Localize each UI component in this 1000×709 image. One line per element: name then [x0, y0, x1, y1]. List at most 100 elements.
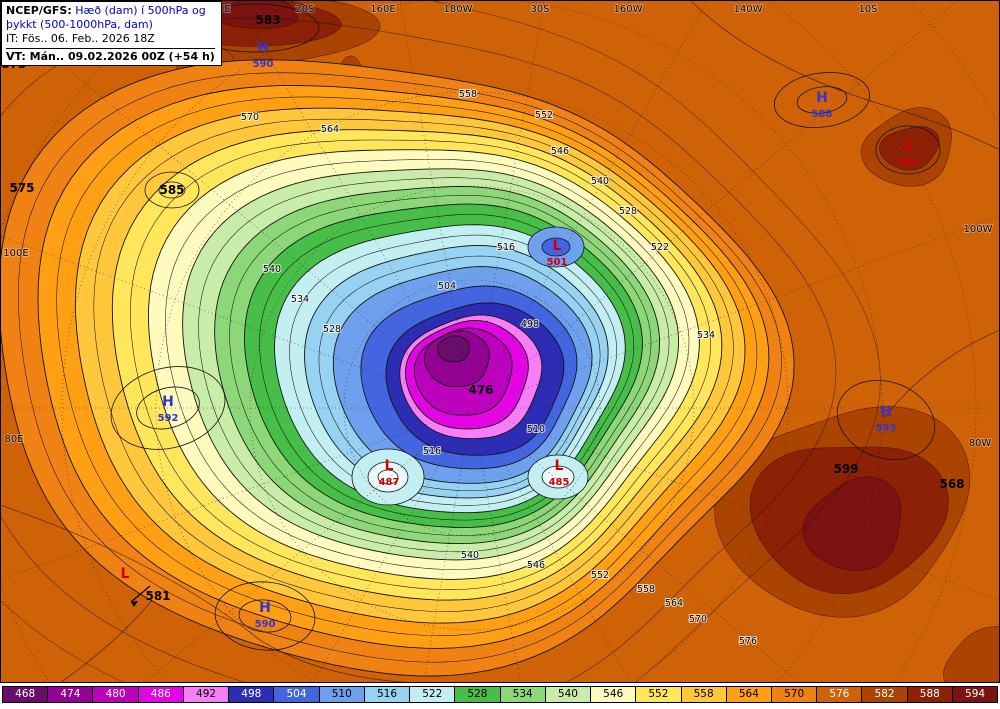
grid-label: 30S [530, 4, 549, 15]
graticule [0, 0, 1000, 683]
info-box: NCEP/GFS: Hæð (dam) í 500hPa og þykkt (5… [1, 1, 222, 66]
closed-contour-ring [110, 366, 226, 450]
low-center-ring [377, 469, 399, 485]
colorbar-cell: 492 [182, 686, 230, 703]
pressure-center-value: 575 [9, 181, 34, 195]
pressure-center-value: 581 [145, 589, 170, 603]
contour-label: 552 [591, 570, 609, 581]
contour-label: 570 [689, 614, 707, 625]
low-marker: L [555, 458, 564, 474]
marker-value: 592 [158, 413, 179, 424]
colorbar-cell: 576 [816, 686, 863, 703]
intermediate-contour [229, 195, 652, 536]
colorbar-cell: 480 [92, 686, 139, 703]
map-area: 552 558 546 540 528 516 522 504 498 510 516 534 540 5… [0, 0, 1000, 683]
colorbar-cell: 474 [47, 686, 94, 703]
colorbar-cell: 498 [228, 686, 275, 703]
contour-band-468 [436, 335, 471, 363]
grid-label: 80W [969, 438, 992, 449]
pressure-center-value: 599 [833, 462, 858, 476]
closed-contour-ring [773, 72, 871, 128]
high-marker: H [880, 404, 892, 420]
closed-contour-ring [796, 86, 848, 114]
model-name: NCEP/GFS: [6, 4, 72, 17]
closed-contour-ring [158, 181, 186, 199]
init-time: IT: Fös.. 06. Feb.. 2026 18Z [6, 32, 155, 45]
contour-label: 528 [323, 324, 341, 335]
high-marker: H [816, 90, 828, 106]
grid-label: 80E [4, 434, 23, 445]
title-row-1: NCEP/GFS: Hæð (dam) í 500hPa og [6, 4, 215, 18]
marker-value: 588 [812, 109, 833, 120]
contour-label: 516 [423, 446, 441, 457]
colorbar-cell: 552 [635, 686, 682, 703]
marker-value: 590 [253, 59, 274, 70]
grid-label: 20S [295, 4, 314, 15]
outer-contour [0, 0, 881, 683]
contour-label: 570 [241, 112, 259, 123]
intermediate-contour [18, 72, 782, 663]
contour-label: 564 [321, 124, 339, 135]
colorbar-cell: 486 [137, 686, 184, 703]
colorbar-cell: 570 [770, 686, 818, 703]
grid-label: 180W [444, 4, 473, 15]
marker-value: 590 [255, 619, 276, 630]
marker-value: 501 [547, 257, 568, 268]
grid-label: 100E [3, 248, 28, 259]
low-marker: L [553, 238, 562, 254]
low-center-ring [541, 237, 571, 257]
valid-time: VT: Mán.. 09.02.2026 00Z (+54 h) [6, 47, 215, 63]
high-marker: H [162, 394, 174, 410]
motion-arrow [130, 585, 151, 603]
contour-label: 540 [591, 176, 609, 187]
contour-line [883, 329, 1000, 419]
low-marker: L [121, 566, 130, 582]
closed-contour-ring [214, 581, 316, 651]
contour-label: 498 [521, 319, 539, 330]
colorbar-cell: 534 [499, 686, 546, 703]
contour-label: 528 [619, 206, 637, 217]
height-band-patch [943, 626, 1000, 683]
colorbar-legend: 468 474 480 486 492 498 504 510 516 522 528 534 540 5… [2, 686, 999, 703]
intermediate-contour [198, 177, 670, 553]
contour-label: 546 [527, 560, 545, 571]
height-band-patch [879, 126, 940, 171]
legend-row: 468 474 480 486 492 498 504 510 516 522 528 534 540 5… [0, 683, 1000, 709]
intermediate-contour [93, 118, 734, 612]
pressure-center-value: 585 [159, 183, 184, 197]
intermediate-contour [56, 96, 758, 636]
contour-label: 576 [739, 636, 757, 647]
colorbar-cell: 510 [318, 686, 365, 703]
low-marker: L [385, 458, 394, 474]
map-layers [0, 0, 1000, 683]
contour-label: 558 [459, 89, 477, 100]
closed-contour-ring [136, 386, 200, 430]
contour-line [0, 504, 480, 683]
low-center-ring [541, 465, 575, 489]
high-marker: H [257, 40, 269, 56]
product-title-line1: Hæð (dam) í 500hPa og [75, 4, 206, 17]
height-band-patch [802, 476, 902, 571]
contour-line [689, 0, 1000, 151]
marker-value: 584 [898, 157, 919, 168]
colorbar-cell: 558 [680, 686, 727, 703]
contour-label: 564 [665, 598, 683, 609]
marker-value: 593 [876, 423, 897, 434]
contour-label: 522 [651, 242, 669, 253]
contour-label: 540 [263, 264, 281, 275]
outer-contour [0, 17, 837, 683]
product-title-line2: þykkt (500-1000hPa, dam) [6, 17, 153, 31]
colorbar-cell: 582 [861, 686, 908, 703]
colorbar-cell: 516 [363, 686, 411, 703]
contour-label: 534 [291, 294, 309, 305]
grid-label: 160E [370, 4, 395, 15]
contour-label: 504 [438, 281, 456, 292]
closed-contour-ring [875, 125, 941, 175]
grid-label: 160W [614, 4, 643, 15]
colorbar-cell: 564 [725, 686, 772, 703]
contour-label: 558 [637, 584, 655, 595]
colorbar-cell: 504 [273, 686, 320, 703]
grid-label: 10S [858, 4, 877, 15]
pressure-center-value: 568 [939, 477, 964, 491]
